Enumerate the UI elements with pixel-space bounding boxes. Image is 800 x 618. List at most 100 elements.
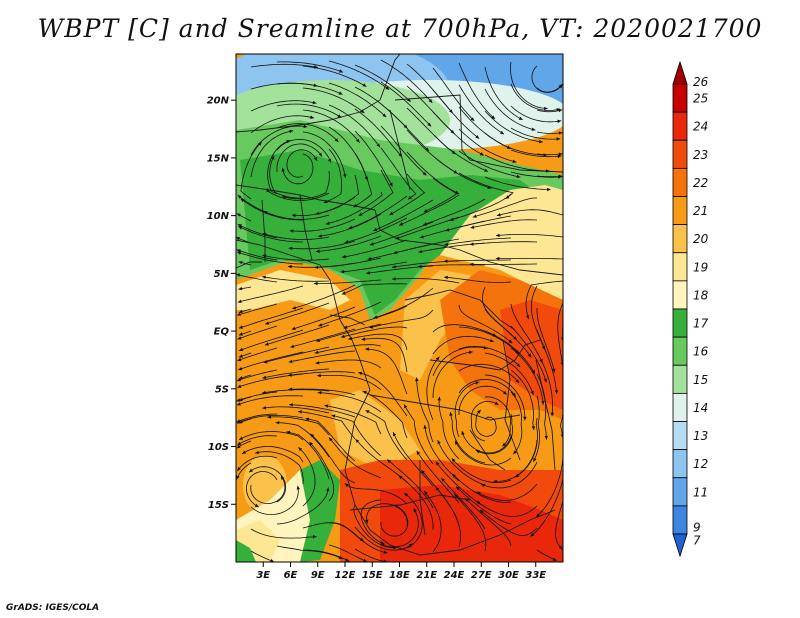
streamline-arrow [383,550,388,554]
streamline [484,132,548,156]
streamline [236,413,278,423]
streamline [281,170,330,200]
streamline-arrow [421,470,425,474]
streamline-arrow [353,203,358,208]
streamline [354,64,411,103]
streamline [380,508,419,548]
x-tick-label: 18E [389,570,410,581]
streamline-arrow [516,174,521,179]
streamline-arrow [263,360,268,364]
streamline-arrow [314,265,319,270]
streamline-arrow [348,336,353,341]
streamline [250,115,315,134]
country-border [339,319,371,391]
streamline [484,308,532,358]
streamline-arrow [476,491,481,495]
streamline-arrow [312,535,317,539]
streamline-arrow [340,269,345,274]
streamline [354,548,388,562]
streamline [454,440,512,466]
streamline [289,218,356,232]
streamline-arrow [238,367,243,371]
field-contour [300,460,340,562]
streamline [432,89,480,139]
streamline [525,280,563,320]
colorbar-swatch [672,196,688,226]
streamline-arrow [262,375,267,379]
streamline-arrow [327,158,332,163]
streamline-arrow [236,444,241,449]
streamline [261,389,330,394]
streamline [476,483,538,501]
streamline-arrow [560,337,563,341]
streamline-arrow [435,486,440,491]
streamline-arrow [237,224,242,228]
streamline-arrow [546,169,550,173]
streamline-arrow [419,235,424,239]
streamline-arrow [531,127,536,131]
streamline [237,251,304,265]
x-tick-label: 33E [525,570,546,581]
streamline [423,198,486,226]
streamline-arrow [475,381,480,385]
streamline [310,433,356,484]
streamline [495,234,563,238]
country-border [344,469,556,556]
streamline [360,499,385,545]
streamline [510,369,535,430]
streamline [248,466,287,503]
x-tick-label: 21E [416,570,437,581]
streamline [264,324,330,346]
streamline [373,199,434,232]
colorbar-swatch [672,280,688,310]
streamline-arrow [339,69,343,73]
colorbar-label: 9 [693,520,701,534]
streamline-arrow [531,426,536,430]
streamline [355,438,408,483]
field-contour [430,513,530,557]
streamline-arrow [358,371,363,376]
streamline-arrow [262,254,267,258]
streamline-arrow [554,390,559,394]
streamline-arrow [317,391,322,395]
streamline [432,155,492,189]
streamline-arrow [408,543,413,548]
streamline-arrow [363,558,367,562]
streamline [236,249,278,261]
streamline-arrow [326,487,330,492]
streamline-arrow [417,264,422,269]
streamline-arrow [275,421,280,425]
streamline [469,263,537,265]
country-border [404,289,516,331]
streamline-arrow [523,416,527,421]
streamline-arrow [318,234,322,238]
streamline [353,152,373,208]
colorbar: 26 25 24 23 22 21 20 19 18 17 16 15 14 13 12 11 97 [672,60,709,558]
streamline-arrow [355,439,360,443]
streamline-arrow [240,198,245,203]
streamline-arrow [550,412,555,417]
streamline [302,65,367,87]
colorbar-label: 13 [693,429,708,443]
streamline-arrow [236,213,241,217]
streamline [305,418,356,462]
streamline [250,485,299,516]
streamline-arrow [271,155,275,160]
streamline-arrow [508,339,513,344]
streamline-arrow [341,291,346,295]
streamline [318,301,382,327]
streamline-arrow [393,250,398,255]
x-axis: 3E 6E 9E 12E 15E 18E 21E 24E 27E 30E 33E [256,562,546,581]
streamline-arrow [544,435,548,440]
streamline [358,169,394,217]
streamline [292,284,356,310]
streamline [416,377,434,443]
streamline [275,422,330,458]
streamline [266,188,330,201]
streamline [288,350,356,363]
streamline-arrow [292,306,297,310]
streamline-arrow [464,498,469,502]
streamline [340,326,408,338]
streamline [423,490,442,553]
streamline-arrow [389,182,393,187]
